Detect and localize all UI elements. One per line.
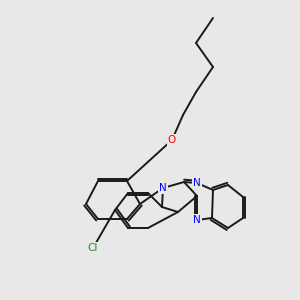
Text: Cl: Cl: [88, 243, 98, 253]
Text: N: N: [193, 215, 201, 225]
Text: N: N: [193, 178, 201, 188]
Text: O: O: [168, 135, 176, 145]
Text: N: N: [159, 183, 167, 193]
